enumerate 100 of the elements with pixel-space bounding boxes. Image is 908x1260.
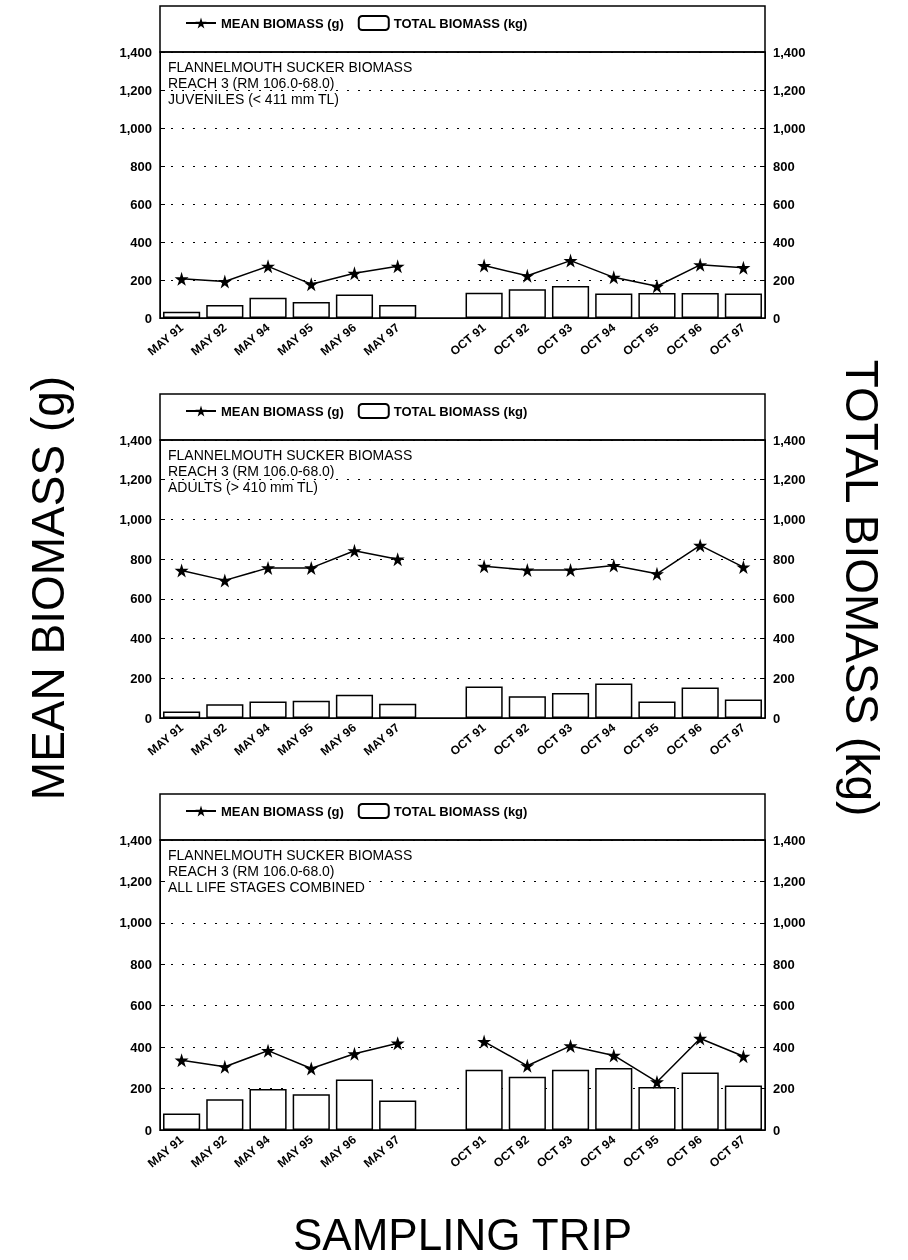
y2-tick-label: 0 <box>773 310 781 326</box>
point <box>390 552 405 567</box>
text: FLANNELMOUTH SUCKER BIOMASS <box>168 847 413 863</box>
point <box>304 277 319 292</box>
y-tick-label: 0 <box>144 1122 152 1138</box>
legend-label: TOTAL BIOMASS (kg) <box>393 15 528 31</box>
text: REACH 3 (RM 106.0-68.0) <box>168 863 335 879</box>
point <box>693 538 708 553</box>
y2-tick-label: 400 <box>773 1039 795 1055</box>
point <box>736 260 751 275</box>
y-tick-label: 600 <box>130 591 152 607</box>
legend-label: MEAN BIOMASS (g) <box>221 403 344 419</box>
point <box>174 1053 189 1068</box>
y2-tick-label: 1,000 <box>773 120 806 136</box>
y-tick-label: 200 <box>130 670 152 686</box>
point <box>477 258 492 273</box>
legend-label: MEAN BIOMASS (g) <box>221 15 344 31</box>
y-tick-label: 1,000 <box>119 511 152 527</box>
y2-tick-label: 1,200 <box>773 873 806 889</box>
point <box>347 1046 362 1061</box>
y-tick-label: 0 <box>144 310 152 326</box>
y-tick-label: 1,000 <box>119 120 152 136</box>
point <box>520 1058 535 1073</box>
point <box>563 1038 578 1053</box>
y2-tick-label: 600 <box>773 196 795 212</box>
legend-label: TOTAL BIOMASS (kg) <box>393 803 528 819</box>
point <box>261 1043 276 1058</box>
y-tick-label: 200 <box>130 1081 152 1097</box>
y-tick-label: 600 <box>130 998 152 1014</box>
point <box>649 279 664 294</box>
point <box>261 560 276 575</box>
y2-tick-label: 1,400 <box>773 432 806 448</box>
y2-tick-label: 1,000 <box>773 511 806 527</box>
y2-axis-title: TOTAL BIOMASS (kg) <box>836 359 888 817</box>
point <box>520 563 535 578</box>
y2-tick-label: 800 <box>773 551 795 567</box>
point <box>217 573 232 588</box>
y2-tick-label: 1,400 <box>773 832 806 848</box>
point <box>347 266 362 281</box>
legend-label: TOTAL BIOMASS (kg) <box>393 403 528 419</box>
point <box>563 563 578 578</box>
y2-tick-label: 200 <box>773 1081 795 1097</box>
y-tick-label: 400 <box>130 631 152 647</box>
y-tick-label: 1,200 <box>119 472 152 488</box>
point <box>261 259 276 274</box>
y2-tick-label: 800 <box>773 956 795 972</box>
point <box>563 253 578 268</box>
point <box>736 1049 751 1064</box>
y-tick-label: 400 <box>130 1039 152 1055</box>
y-tick-label: 800 <box>130 158 152 174</box>
point <box>649 566 664 581</box>
annotation: JUVENILES (< 411 mm TL) <box>168 91 340 107</box>
y2-tick-label: 200 <box>773 272 795 288</box>
y-tick-label: 1,400 <box>119 832 152 848</box>
y2-tick-label: 400 <box>773 234 795 250</box>
annotation: ALL LIFE STAGES COMBINED <box>168 879 365 895</box>
point <box>649 1074 664 1089</box>
point <box>606 1048 621 1063</box>
text: FLANNELMOUTH SUCKER BIOMASS <box>168 447 413 463</box>
y2-tick-label: 600 <box>773 998 795 1014</box>
point <box>606 270 621 285</box>
y2-tick-label: 600 <box>773 591 795 607</box>
y-tick-label: 1,200 <box>119 82 152 98</box>
y2-tick-label: 1,000 <box>773 915 806 931</box>
point <box>693 257 708 272</box>
point <box>304 1061 319 1076</box>
y-tick-label: 400 <box>130 234 152 250</box>
y2-tick-label: 0 <box>773 710 781 726</box>
y-axis-title: MEAN BIOMASS (g) <box>22 375 74 801</box>
y-tick-label: 1,400 <box>119 432 152 448</box>
point <box>390 259 405 274</box>
y2-tick-label: 200 <box>773 670 795 686</box>
legend-label: MEAN BIOMASS (g) <box>221 803 344 819</box>
y2-tick-label: 400 <box>773 631 795 647</box>
x-axis-title: SAMPLING TRIP <box>292 1209 633 1259</box>
point <box>217 274 232 289</box>
text: FLANNELMOUTH SUCKER BIOMASS <box>168 59 413 75</box>
point <box>606 558 621 573</box>
y2-tick-label: 1,200 <box>773 82 806 98</box>
y-tick-label: 0 <box>144 710 152 726</box>
point <box>520 268 535 283</box>
y2-tick-label: 1,400 <box>773 44 806 60</box>
y-tick-label: 1,400 <box>119 44 152 60</box>
point <box>174 563 189 578</box>
y2-tick-label: 800 <box>773 158 795 174</box>
y-tick-label: 1,000 <box>119 915 152 931</box>
point <box>477 1034 492 1049</box>
y-tick-label: 800 <box>130 551 152 567</box>
y2-tick-label: 1,200 <box>773 472 806 488</box>
y-tick-label: 600 <box>130 196 152 212</box>
point <box>174 271 189 286</box>
point <box>477 559 492 574</box>
point <box>217 1059 232 1074</box>
annotation: ADULTS (> 410 mm TL) <box>168 479 319 495</box>
y-tick-label: 800 <box>130 956 152 972</box>
text: REACH 3 (RM 106.0-68.0) <box>168 75 335 91</box>
y-tick-label: 200 <box>130 272 152 288</box>
point <box>304 560 319 575</box>
point <box>347 543 362 558</box>
point <box>693 1031 708 1046</box>
